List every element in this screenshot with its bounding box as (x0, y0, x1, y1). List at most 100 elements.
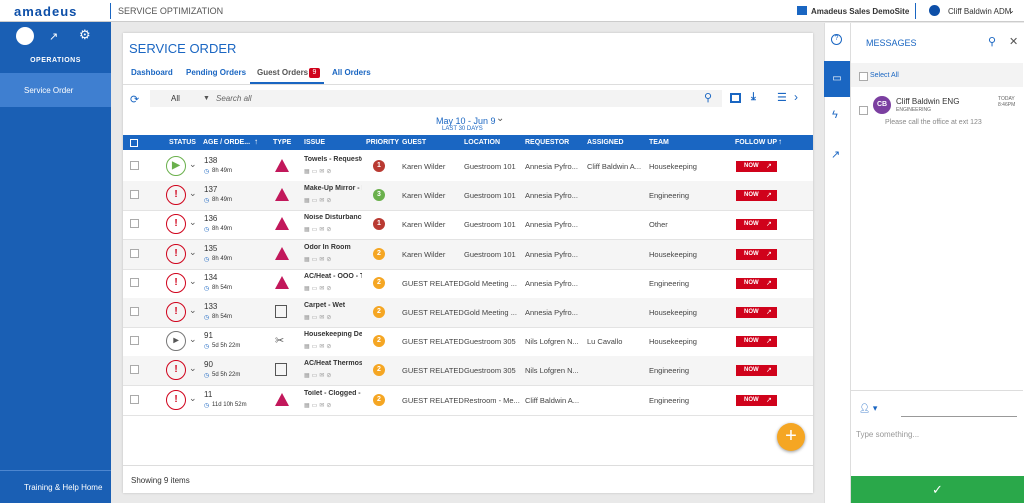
column-header[interactable]: LOCATION (464, 139, 501, 146)
stats-tab[interactable]: ↗ (831, 149, 841, 161)
column-header[interactable]: ISSUE (304, 139, 326, 146)
requestor: Annesia Pyfro... (525, 278, 578, 288)
order-number: 133 (204, 302, 218, 311)
checkbox[interactable] (859, 106, 868, 115)
follow-up[interactable]: NOW (736, 219, 777, 231)
next[interactable]: › (794, 90, 798, 104)
nav-icon[interactable]: ⚙ (79, 27, 91, 42)
search[interactable]: Search all (216, 94, 252, 103)
checkbox[interactable] (130, 336, 139, 346)
close[interactable]: ✕ (1009, 36, 1019, 48)
expand[interactable]: ⌄ (189, 305, 197, 315)
help-link[interactable]: Training & Help Home (24, 483, 103, 492)
row-rule (123, 327, 813, 328)
follow-up[interactable]: NOW (736, 248, 777, 260)
date-range[interactable]: May 10 - Jun 9 (436, 116, 496, 126)
message-input[interactable]: Type something... (856, 430, 920, 439)
tab[interactable]: Dashboard (131, 68, 173, 77)
add-button[interactable]: + (777, 423, 805, 451)
help-icon[interactable]: ? (831, 34, 842, 45)
type-icon: ✂ (275, 335, 285, 348)
expand[interactable]: ⌄ (189, 275, 197, 286)
status-icon[interactable]: ! (166, 360, 186, 381)
nav-icon[interactable]: ↗ (49, 31, 59, 43)
date-caret[interactable]: ⌄ (496, 113, 505, 124)
expand[interactable]: ⌄ (189, 334, 197, 345)
column-header[interactable]: GUEST (402, 139, 427, 146)
status-icon[interactable]: ! (166, 272, 186, 293)
column-header[interactable]: TEAM (649, 139, 669, 146)
checkbox[interactable] (859, 72, 868, 81)
search-icon[interactable]: ⚲ (988, 36, 997, 48)
column-header[interactable]: PRIORITY (366, 139, 400, 146)
alerts-tab[interactable]: ϟ (832, 109, 838, 121)
team: Engineering (649, 395, 690, 405)
nav-label[interactable]: Service Order (24, 86, 74, 95)
nav-icon[interactable] (16, 27, 34, 45)
status-icon[interactable]: ! (166, 389, 186, 410)
expand[interactable]: ⌄ (189, 363, 197, 374)
search-icon[interactable]: ⚲ (704, 92, 713, 104)
expand[interactable]: ⌄ (189, 217, 197, 228)
follow-up[interactable]: NOW (736, 307, 777, 318)
expand[interactable]: ⌄ (189, 159, 197, 169)
filter-caret[interactable]: ▼ (203, 95, 210, 102)
age: 8h 54m (212, 284, 233, 291)
column-header[interactable]: REQUESTOR (525, 139, 570, 146)
expand[interactable]: ⌄ (189, 246, 197, 257)
tab[interactable]: All Orders (332, 68, 371, 77)
checkbox[interactable] (130, 248, 139, 258)
nav-item[interactable] (0, 73, 111, 107)
user-icon (929, 5, 940, 16)
select-all[interactable]: Select All (870, 72, 899, 79)
type-icon (275, 392, 289, 406)
follow-up[interactable]: NOW (736, 161, 777, 172)
logo[interactable]: amadeus (14, 4, 78, 19)
follow-up[interactable]: NOW (736, 365, 777, 377)
expand[interactable]: ⌄ (189, 188, 197, 199)
grid-icon[interactable] (730, 93, 741, 103)
status-icon[interactable]: ! (166, 185, 186, 206)
checkbox[interactable] (130, 277, 139, 287)
status-icon[interactable]: ! (166, 243, 186, 264)
team: Engineering (649, 191, 690, 201)
issue-icons: ▦▭✉⊘ (304, 315, 334, 321)
recipient[interactable]: 👤︎ ▾ (859, 403, 878, 413)
checkbox[interactable] (130, 365, 139, 375)
follow-up[interactable]: NOW (736, 394, 777, 406)
user-name[interactable]: Cliff Baldwin ADM (948, 7, 1012, 16)
status-icon[interactable]: ! (166, 302, 186, 322)
column-header[interactable]: STATUS (169, 139, 196, 146)
filter[interactable]: All (171, 94, 180, 103)
expand[interactable]: ⌄ (189, 392, 197, 403)
column-header[interactable]: ASSIGNED (587, 139, 624, 146)
checkbox[interactable] (130, 219, 139, 229)
column-header[interactable]: AGE / ORDE... (203, 139, 251, 146)
issue: Noise Disturbance - (304, 214, 362, 222)
column-header[interactable]: TYPE (273, 139, 292, 146)
status-icon[interactable]: ! (166, 214, 186, 235)
clock-icon: ◷ (204, 285, 210, 292)
tab[interactable]: Pending Orders (186, 68, 247, 77)
tab[interactable]: Guest Orders (257, 68, 309, 77)
settings-icon[interactable]: ☰ (777, 92, 787, 104)
checkbox[interactable] (130, 161, 139, 170)
column-header[interactable]: FOLLOW UP (735, 139, 777, 146)
checkbox[interactable] (130, 394, 139, 404)
follow-up[interactable]: NOW (736, 190, 777, 202)
issue: Towels - Requested (304, 156, 362, 163)
download-icon[interactable]: ⤓ (751, 91, 756, 103)
follow-up[interactable]: NOW (736, 277, 777, 289)
status-icon[interactable]: ▶ (166, 156, 186, 176)
checkbox[interactable] (130, 190, 139, 200)
user-caret[interactable]: ⌄ (1008, 6, 1015, 15)
site-name[interactable]: Amadeus Sales DemoSite (811, 7, 910, 16)
clock-icon: ◷ (204, 344, 210, 351)
refresh[interactable]: ⟳ (130, 94, 140, 106)
messages-tab[interactable]: ▭ (824, 61, 850, 97)
status-icon[interactable]: ▸ (166, 331, 186, 352)
follow-up[interactable]: NOW (736, 336, 777, 348)
send-button[interactable]: ✓ (851, 476, 1024, 503)
checkbox[interactable] (130, 307, 139, 316)
issue: AC/Heat Thermostat (304, 360, 362, 368)
